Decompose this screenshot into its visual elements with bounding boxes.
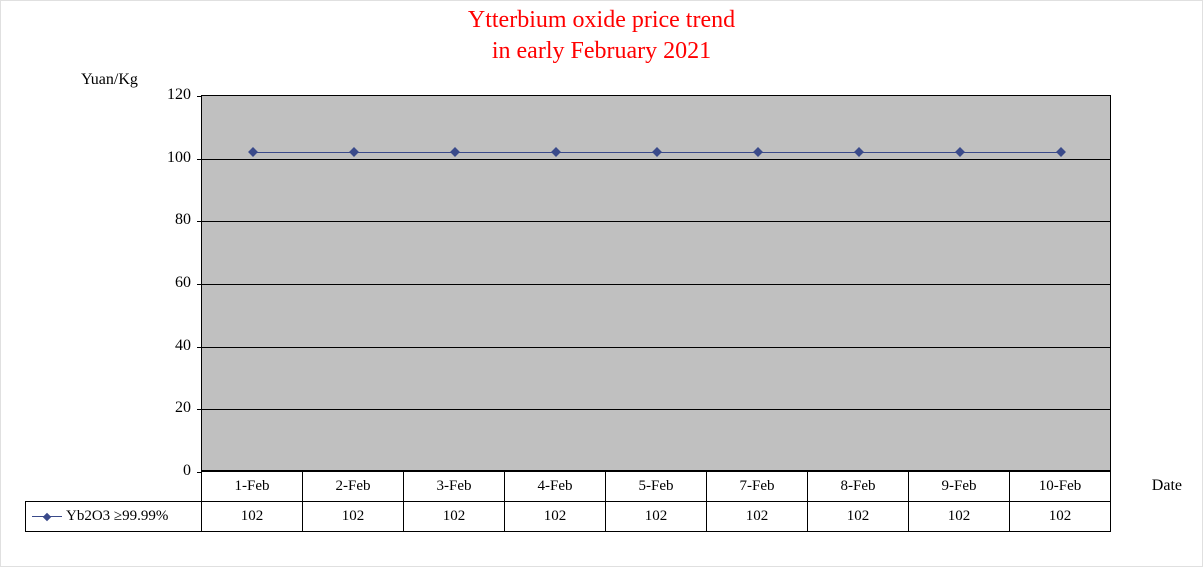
value-cell: 102 [505, 502, 606, 532]
value-cell: 102 [1010, 502, 1111, 532]
category-header: 1-Feb [202, 472, 303, 502]
data-table-area: 1-Feb2-Feb3-Feb4-Feb5-Feb7-Feb8-Feb9-Feb… [25, 471, 1111, 532]
data-point-marker [551, 147, 561, 157]
value-cell: 102 [303, 502, 404, 532]
series-line-segment [354, 152, 455, 153]
category-header: 7-Feb [707, 472, 808, 502]
gridline [202, 284, 1110, 285]
ytick-mark [197, 159, 202, 160]
ytick-label: 60 [131, 274, 191, 292]
value-cell: 102 [606, 502, 707, 532]
x-axis-label: Date [1152, 477, 1182, 495]
series-line-segment [556, 152, 657, 153]
ytick-mark [197, 221, 202, 222]
ytick-label: 120 [131, 86, 191, 104]
ytick-label: 0 [131, 462, 191, 480]
data-point-marker [450, 147, 460, 157]
series-line-segment [253, 152, 354, 153]
chart-container: Ytterbium oxide price trend in early Feb… [0, 0, 1203, 567]
series-name-label: Yb2O3 ≥99.99% [66, 508, 168, 525]
ytick-label: 80 [131, 211, 191, 229]
category-header: 3-Feb [404, 472, 505, 502]
data-table: 1-Feb2-Feb3-Feb4-Feb5-Feb7-Feb8-Feb9-Feb… [25, 471, 1111, 532]
series-legend-cell: Yb2O3 ≥99.99% [26, 502, 202, 532]
category-header: 9-Feb [909, 472, 1010, 502]
series-line-segment [859, 152, 960, 153]
value-cell: 102 [202, 502, 303, 532]
value-cell: 102 [707, 502, 808, 532]
category-header: 5-Feb [606, 472, 707, 502]
data-point-marker [349, 147, 359, 157]
ytick-mark [197, 96, 202, 97]
value-cell: 102 [404, 502, 505, 532]
data-point-marker [955, 147, 965, 157]
ytick-label: 40 [131, 337, 191, 355]
series-line-segment [657, 152, 758, 153]
data-point-marker [652, 147, 662, 157]
category-header: 2-Feb [303, 472, 404, 502]
series-line-segment [960, 152, 1061, 153]
chart-title: Ytterbium oxide price trend in early Feb… [1, 5, 1202, 67]
legend-line-icon [32, 516, 62, 517]
category-header: 4-Feb [505, 472, 606, 502]
table-value-row: Yb2O3 ≥99.99% 10210210210210210210210210… [26, 502, 1111, 532]
ytick-mark [197, 347, 202, 348]
series-line-segment [758, 152, 859, 153]
value-cell: 102 [909, 502, 1010, 532]
series-line-segment [455, 152, 556, 153]
plot-background [201, 95, 1111, 471]
y-axis-label: Yuan/Kg [81, 71, 138, 89]
category-header: 8-Feb [808, 472, 909, 502]
category-header: 10-Feb [1010, 472, 1111, 502]
gridline [202, 221, 1110, 222]
gridline [202, 347, 1110, 348]
gridline [202, 159, 1110, 160]
value-cell: 102 [808, 502, 909, 532]
legend-diamond-icon [43, 513, 51, 521]
data-point-marker [1056, 147, 1066, 157]
data-point-marker [854, 147, 864, 157]
ytick-label: 20 [131, 399, 191, 417]
data-point-marker [753, 147, 763, 157]
data-point-marker [248, 147, 258, 157]
gridline [202, 409, 1110, 410]
ytick-label: 100 [131, 149, 191, 167]
ytick-mark [197, 409, 202, 410]
ytick-mark [197, 284, 202, 285]
plot-area [201, 95, 1111, 471]
